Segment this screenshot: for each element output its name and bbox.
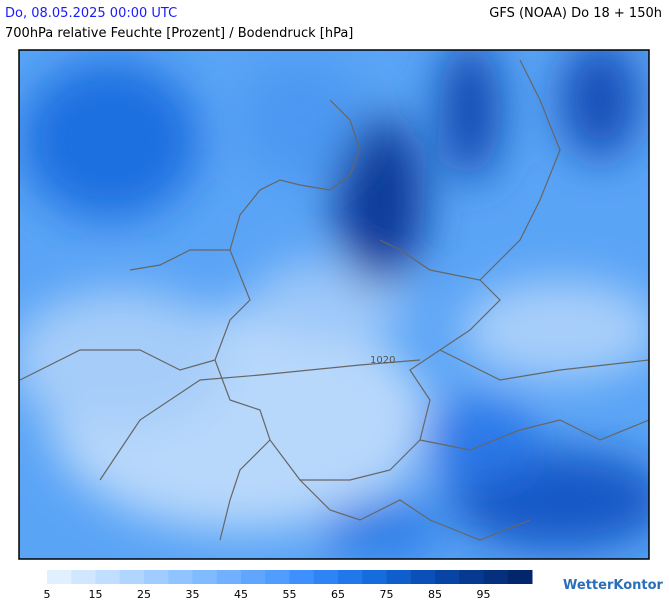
legend-tick-label: 95: [477, 588, 491, 600]
legend-swatch: [338, 570, 363, 584]
legend-swatch: [313, 570, 339, 584]
legend-swatch: [265, 570, 290, 584]
legend-swatch: [362, 570, 387, 584]
borders: [19, 59, 649, 541]
map-frame: [18, 49, 650, 560]
legend-tick-label: 75: [380, 588, 394, 600]
isobar-label: 1020: [370, 355, 395, 366]
legend-tick-label: 45: [234, 588, 248, 600]
legend-tick-label: 5: [44, 588, 51, 600]
legend-swatch: [483, 570, 509, 584]
legend-swatch: [95, 570, 121, 584]
legend-tick-label: 25: [137, 588, 151, 600]
legend: 5 15 25 35 45 55 65 75 85 95: [44, 570, 533, 600]
logo: WetterKontor: [563, 578, 664, 593]
legend-swatch: [507, 570, 533, 584]
legend-swatch: [47, 570, 72, 584]
legend-swatch: [144, 570, 169, 584]
humidity-field: 1020: [19, 50, 649, 559]
legend-swatch: [192, 570, 218, 584]
legend-swatch: [386, 570, 412, 584]
legend-tick-label: 15: [89, 588, 103, 600]
legend-swatch: [71, 570, 96, 584]
subtitle: 700hPa relative Feuchte [Prozent] / Bode…: [5, 26, 354, 41]
legend-swatch: [119, 570, 145, 584]
legend-swatch: [410, 570, 436, 584]
legend-tick-label: 65: [331, 588, 345, 600]
legend-swatch: [459, 570, 484, 584]
legend-tick-label: 35: [186, 588, 200, 600]
title: Do, 08.05.2025 00:00 UTC: [5, 6, 178, 21]
legend-swatch: [168, 570, 193, 584]
legend-swatch: [435, 570, 460, 584]
legend-swatch: [289, 570, 315, 584]
legend-tick-label: 85: [428, 588, 442, 600]
legend-tick-label: 55: [283, 588, 297, 600]
legend-swatch: [216, 570, 242, 584]
legend-swatch: [241, 570, 266, 584]
model-run: GFS (NOAA) Do 18 + 150h: [489, 6, 662, 21]
